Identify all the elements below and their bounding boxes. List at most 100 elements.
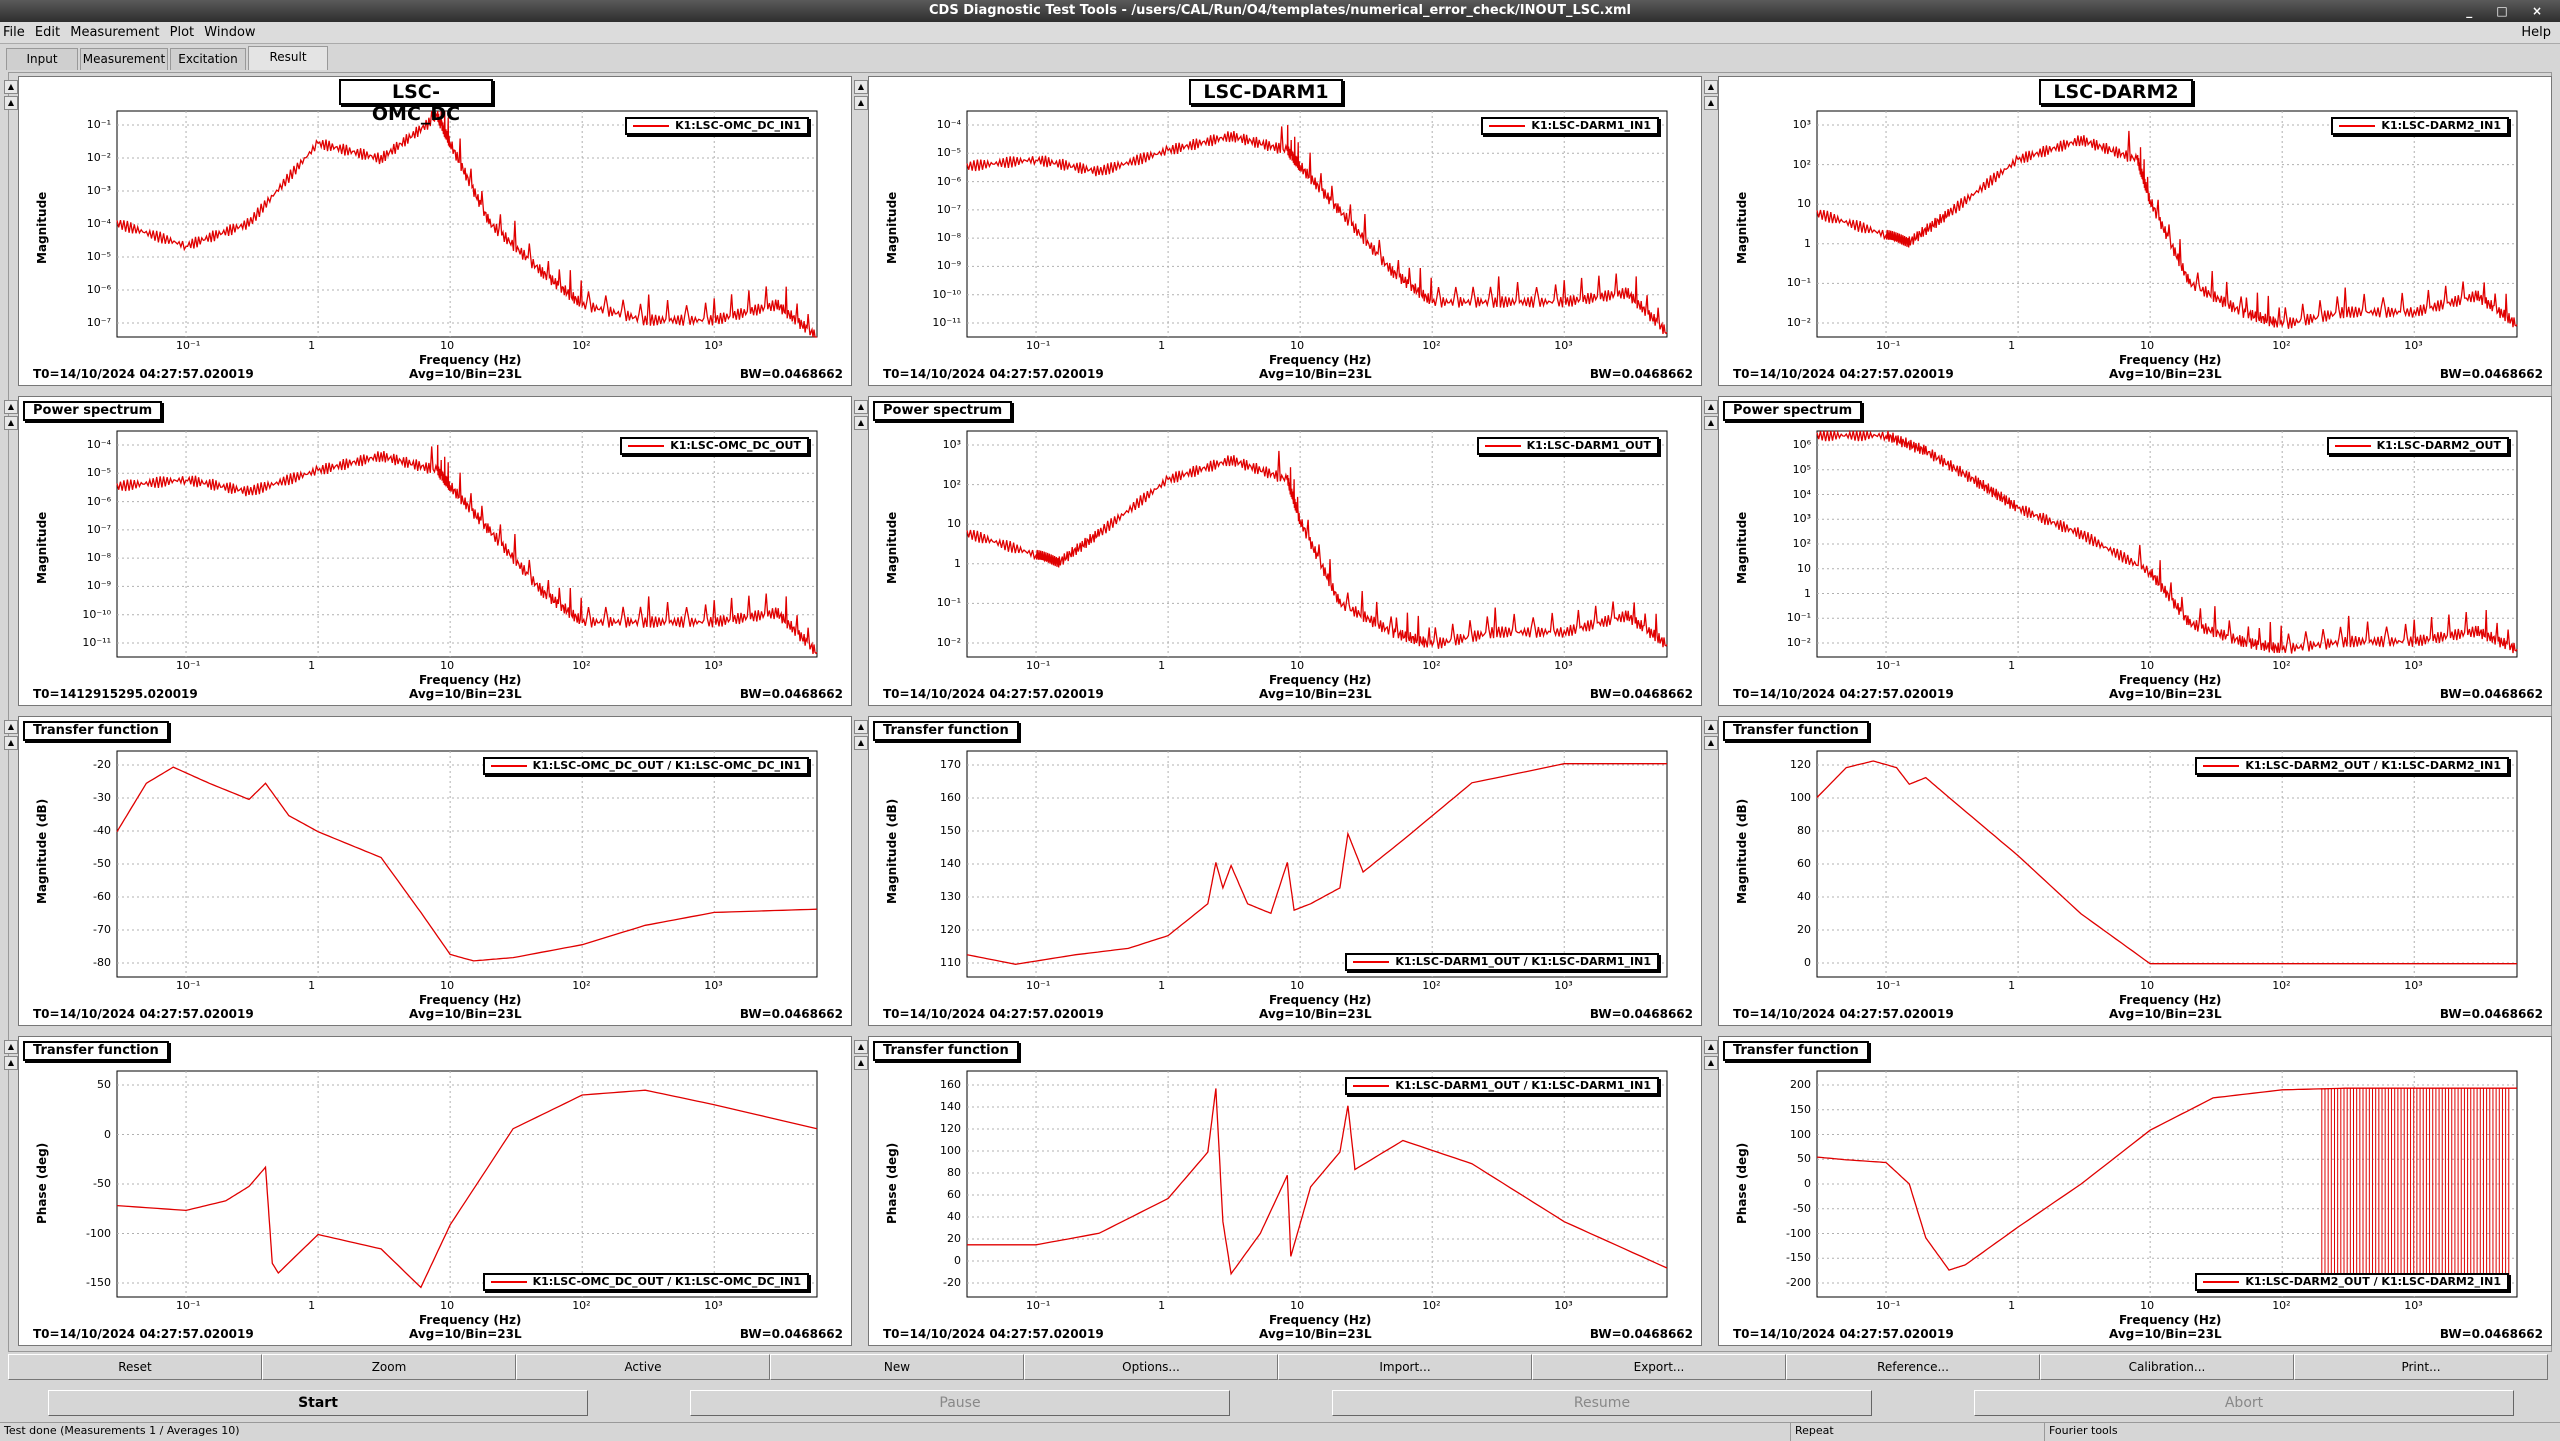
panel-title: Transfer function <box>23 1041 169 1061</box>
options-button[interactable]: Options... <box>1024 1354 1278 1380</box>
menu-help[interactable]: Help <box>2521 25 2551 40</box>
plot-canvas <box>116 1070 818 1298</box>
window-controls[interactable]: _ □ × <box>2466 4 2552 18</box>
tab-result[interactable]: Result <box>248 46 328 70</box>
scroll-up-arrow[interactable]: ▲ <box>4 416 18 430</box>
footer-avg: Avg=10/Bin=23L <box>2109 1007 2222 1021</box>
x-tick-label: 10⁻¹ <box>1026 979 1051 992</box>
data-trace <box>1816 760 2517 965</box>
scroll-up-arrow[interactable]: ▲ <box>1704 1040 1718 1054</box>
y-tick-label: 10⁻⁸ <box>936 231 961 245</box>
x-tick-label: 10 <box>2140 659 2155 672</box>
plot-button-row: Reset Zoom Active New Options... Import.… <box>0 1354 2560 1382</box>
scroll-up-arrow[interactable]: ▲ <box>854 1040 868 1054</box>
legend-label: K1:LSC-DARM2_OUT / K1:LSC-DARM2_IN1 <box>2245 759 2501 772</box>
plot-panel[interactable]: 10⁻¹ 1 10 10² 10³ 50 0 -50 -100 -150 Transfer func… <box>18 1036 852 1346</box>
legend-swatch <box>1489 125 1526 127</box>
reference-button[interactable]: Reference... <box>1786 1354 2040 1380</box>
scroll-up-arrow[interactable]: ▲ <box>854 80 868 94</box>
tab-excitation[interactable]: Excitation <box>170 48 246 70</box>
export-button[interactable]: Export... <box>1532 1354 1786 1380</box>
y-tick-label: 10² <box>1792 157 1811 171</box>
scroll-up-arrow[interactable]: ▲ <box>4 400 18 414</box>
scroll-up-arrow[interactable]: ▲ <box>1704 96 1718 110</box>
tab-measurement[interactable]: Measurement <box>80 48 168 70</box>
legend-box: K1:LSC-OMC_DC_OUT <box>620 437 809 455</box>
plot-panel[interactable]: 10⁻¹ 1 10 10² 10³ 10⁶ 10⁵ 10⁴ 10³ 10² 10 1 10⁻¹ 10⁻² P… <box>1718 396 2552 706</box>
print-button[interactable]: Print... <box>2294 1354 2548 1380</box>
y-tick-label: 160 <box>940 791 961 804</box>
y-tick-label: 10⁴ <box>1792 487 1811 501</box>
scroll-up-arrow[interactable]: ▲ <box>854 736 868 750</box>
abort-button[interactable]: Abort <box>1974 1390 2514 1416</box>
data-trace <box>116 110 817 338</box>
scroll-up-arrow[interactable]: ▲ <box>1704 736 1718 750</box>
footer-t0: T0=14/10/2024 04:27:57.020019 <box>1733 367 1954 381</box>
scroll-up-arrow[interactable]: ▲ <box>4 1056 18 1070</box>
y-tick-label: 10⁻⁶ <box>86 283 111 296</box>
x-tick-label: 10⁻¹ <box>176 1299 201 1312</box>
legend-box: K1:LSC-DARM2_OUT / K1:LSC-DARM2_IN1 <box>2195 757 2509 775</box>
zoom-button[interactable]: Zoom <box>262 1354 516 1380</box>
scroll-up-arrow[interactable]: ▲ <box>854 400 868 414</box>
scroll-up-arrow[interactable]: ▲ <box>4 720 18 734</box>
x-axis-label: Frequency (Hz) <box>2119 1313 2222 1327</box>
plot-panel[interactable]: 10⁻¹ 1 10 10² 10³ 10³ 10² 10 1 10⁻¹ 10⁻² Power spec… <box>868 396 1702 706</box>
y-tick-label: 10³ <box>1792 118 1811 131</box>
scroll-up-arrow[interactable]: ▲ <box>4 96 18 110</box>
plot-panel[interactable]: 10⁻¹ 1 10 10² 10³ -20 -30 -40 -50 -60 -70 -80 Transf… <box>18 716 852 1026</box>
plot-panel[interactable]: 10⁻¹ 1 10 10² 10³ 10⁻¹ 10⁻² 10⁻³ 10⁻⁴ 10⁻⁵ 10⁻⁶ 10⁻… <box>18 76 852 386</box>
x-tick-label: 10⁻¹ <box>1026 339 1051 352</box>
scroll-up-arrow[interactable]: ▲ <box>854 1056 868 1070</box>
scroll-up-arrow[interactable]: ▲ <box>1704 416 1718 430</box>
y-tick-label: 120 <box>940 1122 961 1135</box>
scroll-up-arrow[interactable]: ▲ <box>1704 80 1718 94</box>
scroll-up-arrow[interactable]: ▲ <box>4 736 18 750</box>
x-tick-label: 10² <box>2272 659 2291 672</box>
new-button[interactable]: New <box>770 1354 1024 1380</box>
start-button[interactable]: Start <box>48 1390 588 1416</box>
footer-avg: Avg=10/Bin=23L <box>409 367 522 381</box>
scroll-up-arrow[interactable]: ▲ <box>854 96 868 110</box>
active-button[interactable]: Active <box>516 1354 770 1380</box>
scroll-up-arrow[interactable]: ▲ <box>4 80 18 94</box>
scroll-up-arrow[interactable]: ▲ <box>854 416 868 430</box>
x-tick-label: 1 <box>1158 1299 1166 1312</box>
reset-button[interactable]: Reset <box>8 1354 262 1380</box>
y-tick-label: 10⁻⁹ <box>86 579 111 593</box>
x-tick-label: 1 <box>2008 979 2016 992</box>
plot-panel[interactable]: 10⁻¹ 1 10 10² 10³ 120 100 80 60 40 20 0 Transfer fun… <box>1718 716 2552 1026</box>
scroll-up-arrow[interactable]: ▲ <box>1704 720 1718 734</box>
legend-swatch <box>490 1281 527 1283</box>
y-tick-label: 10² <box>942 477 961 491</box>
data-trace <box>966 450 1668 649</box>
menu-plot[interactable]: Plot <box>169 25 195 40</box>
plot-panel[interactable]: 10⁻¹ 1 10 10² 10³ 200 150 100 50 0 -50 -100 -150 -200… <box>1718 1036 2552 1346</box>
x-tick-label: 10³ <box>2404 659 2423 672</box>
calibration-button[interactable]: Calibration... <box>2040 1354 2294 1380</box>
import-button[interactable]: Import... <box>1278 1354 1532 1380</box>
scroll-up-arrow[interactable]: ▲ <box>854 720 868 734</box>
plot-panel[interactable]: 10⁻¹ 1 10 10² 10³ 10⁻⁴ 10⁻⁵ 10⁻⁶ 10⁻⁷ 10⁻⁸ 10⁻⁹ 10⁻… <box>868 76 1702 386</box>
plot-panel[interactable]: 10⁻¹ 1 10 10² 10³ 10³ 10² 10 1 10⁻¹ 10⁻² LSC-DARM2 K… <box>1718 76 2552 386</box>
y-tick-label: -50 <box>1793 1201 1811 1215</box>
legend-box: K1:LSC-DARM1_IN1 <box>1481 117 1659 135</box>
y-axis-label: Magnitude (dB) <box>1735 798 1749 904</box>
pause-button[interactable]: Pause <box>690 1390 1230 1416</box>
x-tick-label: 10⁻¹ <box>176 659 201 672</box>
plot-panel[interactable]: 10⁻¹ 1 10 10² 10³ 10⁻⁴ 10⁻⁵ 10⁻⁶ 10⁻⁷ 10⁻⁸ 10⁻⁹ 10⁻… <box>18 396 852 706</box>
x-tick-label: 10² <box>572 1299 591 1312</box>
scroll-up-arrow[interactable]: ▲ <box>1704 1056 1718 1070</box>
legend-box: K1:LSC-OMC_DC_IN1 <box>625 117 809 135</box>
x-axis-label: Frequency (Hz) <box>419 353 522 367</box>
resume-button[interactable]: Resume <box>1332 1390 1872 1416</box>
menu-edit[interactable]: Edit <box>34 25 61 40</box>
scroll-up-arrow[interactable]: ▲ <box>1704 400 1718 414</box>
plot-panel[interactable]: 10⁻¹ 1 10 10² 10³ 170 160 150 140 130 120 110 Transf… <box>868 716 1702 1026</box>
menu-measurement[interactable]: Measurement <box>70 25 160 40</box>
menu-window[interactable]: Window <box>204 25 256 40</box>
menu-file[interactable]: File <box>3 25 25 40</box>
plot-panel[interactable]: 10⁻¹ 1 10 10² 10³ 160 140 120 100 80 60 40 20 0 -20 Tra… <box>868 1036 1702 1346</box>
scroll-up-arrow[interactable]: ▲ <box>4 1040 18 1054</box>
tab-input[interactable]: Input <box>6 48 78 70</box>
